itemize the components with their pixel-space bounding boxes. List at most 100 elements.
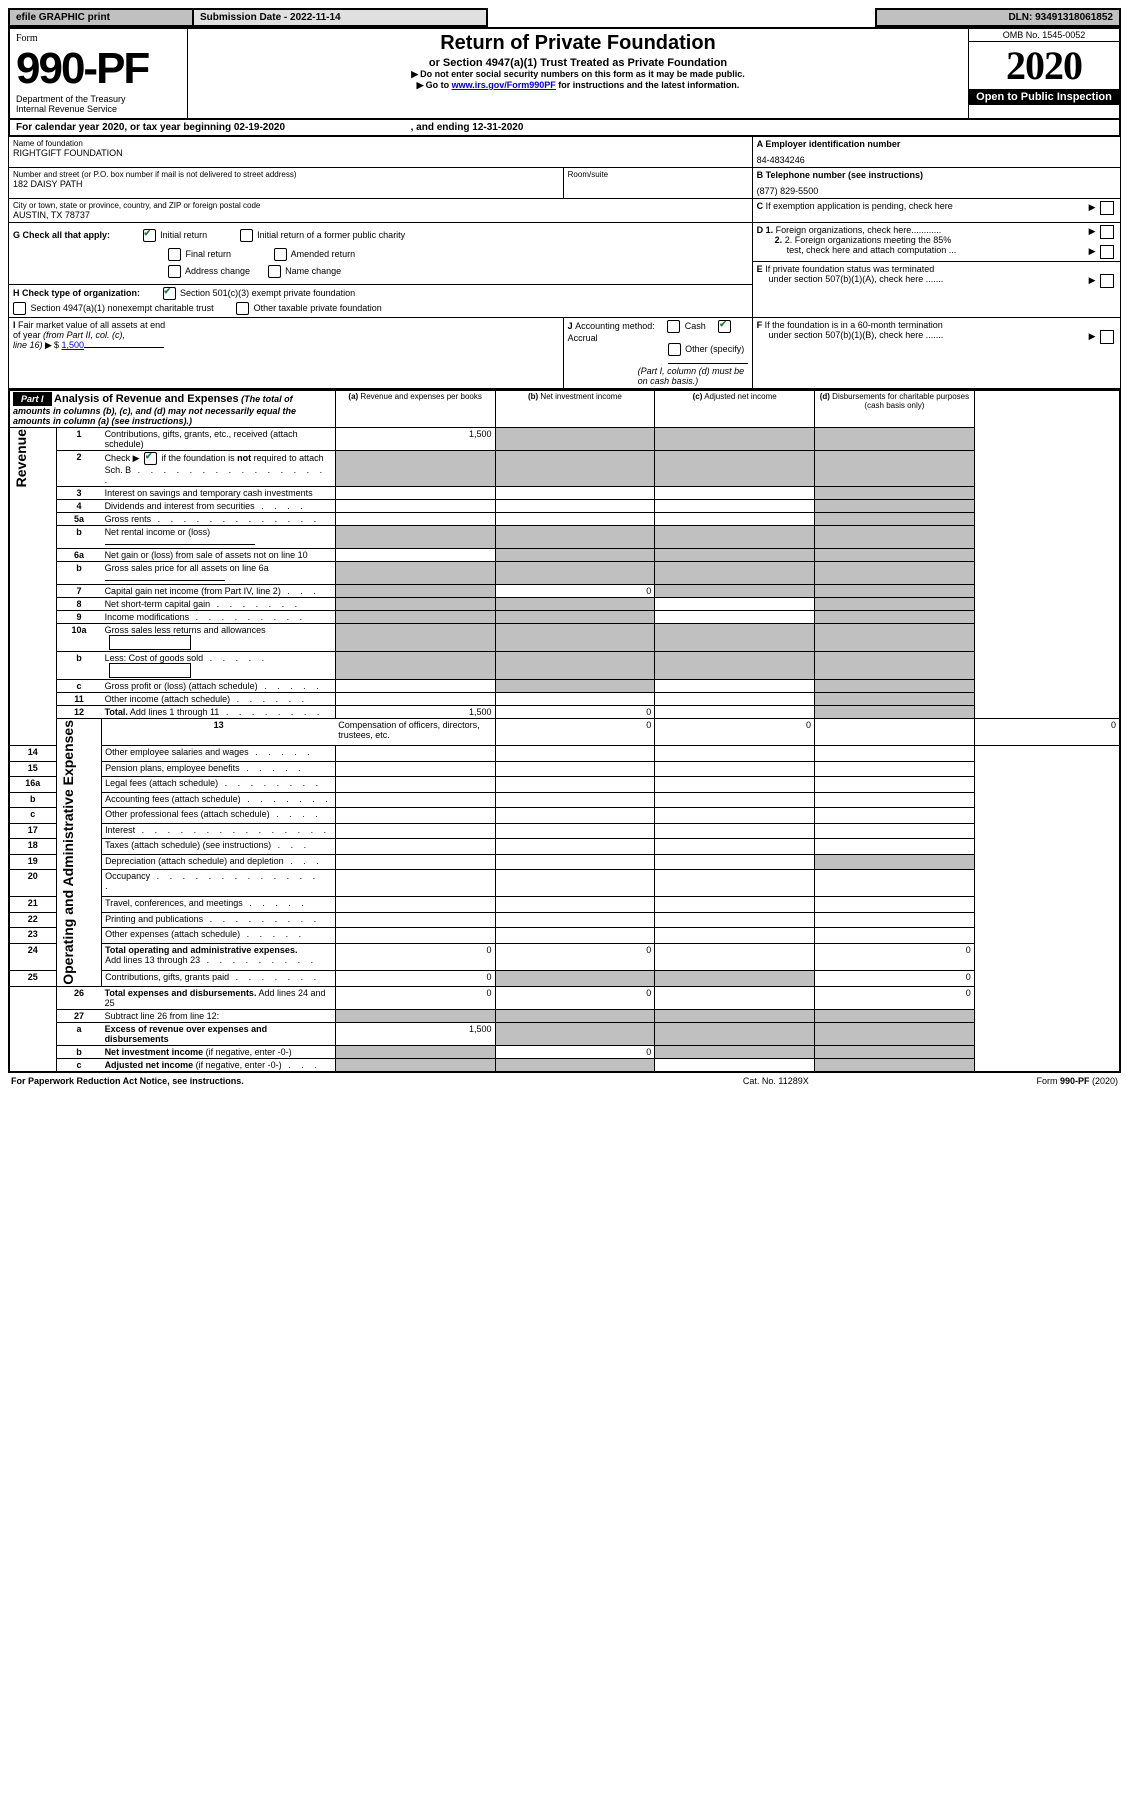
dln-label: DLN: <box>1008 12 1035 23</box>
g-name: Name change <box>285 266 341 276</box>
irs-link[interactable]: www.irs.gov/Form990PF <box>452 80 556 90</box>
row-24-a: 0 <box>335 943 495 970</box>
row-20-num: 20 <box>9 870 56 897</box>
city-label: City or town, state or province, country… <box>13 201 748 210</box>
row-25-d: 0 <box>815 971 975 987</box>
row-10b-num: b <box>56 652 102 680</box>
row-10c-num: c <box>56 680 102 693</box>
foundation-address: 182 DAISY PATH <box>13 179 559 189</box>
checkbox-d2[interactable] <box>1100 245 1114 259</box>
warn-2: Go to <box>426 80 452 90</box>
row-13-b: 0 <box>655 719 815 746</box>
calyear-pre: For calendar year 2020, or tax year begi… <box>16 122 234 133</box>
row-8-desc: Net short-term capital gain <box>105 599 211 609</box>
row-19-desc: Depreciation (attach schedule) and deple… <box>105 856 284 866</box>
g-final: Final return <box>186 249 232 259</box>
row-2-num: 2 <box>56 451 102 487</box>
checkbox-501c3[interactable] <box>163 287 176 300</box>
row-27b-b: 0 <box>495 1045 655 1058</box>
row-7-b: 0 <box>495 585 655 598</box>
row-25-desc: Contributions, gifts, grants paid <box>105 972 229 982</box>
row-7-desc: Capital gain net income (from Part IV, l… <box>105 586 281 596</box>
row-24-d: 0 <box>815 943 975 970</box>
row-27b-num: b <box>56 1045 102 1058</box>
checkbox-d1[interactable] <box>1100 225 1114 239</box>
row-12-num: 12 <box>56 706 102 719</box>
row-13-desc: Compensation of officers, directors, tru… <box>335 719 495 746</box>
row-8-num: 8 <box>56 598 102 611</box>
dln-value: 93491318061852 <box>1035 12 1113 23</box>
row-1-desc: Contributions, gifts, grants, etc., rece… <box>102 428 336 451</box>
form-title: Return of Private Foundation <box>191 32 965 55</box>
row-15-desc: Pension plans, employee benefits <box>105 763 240 773</box>
part1-label: Part I <box>13 392 52 406</box>
row-14-num: 14 <box>9 746 56 761</box>
checkbox-e[interactable] <box>1100 274 1114 288</box>
d2a: 2. Foreign organizations meeting the 85% <box>785 235 952 245</box>
calendar-year-row: For calendar year 2020, or tax year begi… <box>8 120 1121 136</box>
calyear-begin: 02-19-2020 <box>234 122 285 133</box>
j-cash: Cash <box>685 321 706 331</box>
checkbox-initial-former[interactable] <box>240 229 253 242</box>
checkbox-cash[interactable] <box>667 320 680 333</box>
form-number: 990-PF <box>16 44 181 94</box>
irs-label: Internal Revenue Service <box>16 104 181 114</box>
row-22-desc: Printing and publications <box>105 914 203 924</box>
checkbox-sch-b[interactable] <box>144 452 157 465</box>
warn-3: for instructions and the latest informat… <box>556 80 740 90</box>
checkbox-other-taxable[interactable] <box>236 302 249 315</box>
row-12-b: 0 <box>495 706 655 719</box>
omb-number: OMB No. 1545-0052 <box>969 29 1119 42</box>
checkbox-address-change[interactable] <box>168 265 181 278</box>
row-27-num: 27 <box>56 1009 102 1022</box>
row-27c-num: c <box>56 1058 102 1072</box>
g-amended: Amended return <box>291 249 356 259</box>
checkbox-name-change[interactable] <box>268 265 281 278</box>
row-24-b: 0 <box>495 943 655 970</box>
form-subtitle: or Section 4947(a)(1) Trust Treated as P… <box>191 57 965 69</box>
row-18-num: 18 <box>9 839 56 854</box>
calyear-mid: , and ending <box>411 122 473 133</box>
foundation-city: AUSTIN, TX 78737 <box>13 210 748 220</box>
warn-1: Do not enter social security numbers on … <box>420 69 745 79</box>
row-6a-num: 6a <box>56 549 102 562</box>
j-other: Other (specify) <box>685 344 744 354</box>
row-16c-desc: Other professional fees (attach schedule… <box>105 809 270 819</box>
row-22-num: 22 <box>9 912 56 927</box>
dln: DLN: 93491318061852 <box>876 9 1120 26</box>
checkbox-final[interactable] <box>168 248 181 261</box>
checkbox-c[interactable] <box>1100 201 1114 215</box>
phone-value: (877) 829-5500 <box>757 186 1116 196</box>
checkbox-4947[interactable] <box>13 302 26 315</box>
checkbox-initial-return[interactable] <box>143 229 156 242</box>
row-14-desc: Other employee salaries and wages <box>105 747 249 757</box>
row-26-a: 0 <box>335 986 495 1009</box>
row-5a-num: 5a <box>56 513 102 526</box>
row-18-desc: Taxes (attach schedule) (see instruction… <box>105 840 271 850</box>
row-13-d: 0 <box>974 719 1120 746</box>
row-16a-num: 16a <box>9 777 56 792</box>
fmv-value[interactable]: 1,500 <box>61 340 84 350</box>
row-9-num: 9 <box>56 611 102 624</box>
efile-label[interactable]: efile GRAPHIC print <box>9 9 193 26</box>
open-public-label: Open to Public Inspection <box>969 89 1119 105</box>
row-16a-desc: Legal fees (attach schedule) <box>105 778 218 788</box>
expenses-vertical-label: Operating and Administrative Expenses <box>60 720 76 985</box>
j-accrual: Accrual <box>568 333 598 343</box>
row-27a-a: 1,500 <box>335 1022 495 1045</box>
row-26-b: 0 <box>495 986 655 1009</box>
row-7-num: 7 <box>56 585 102 598</box>
tax-year: 2020 <box>969 42 1119 89</box>
row-11-desc: Other income (attach schedule) <box>105 694 231 704</box>
checkbox-other-method[interactable] <box>668 343 681 356</box>
row-16b-desc: Accounting fees (attach schedule) <box>105 794 241 804</box>
row-3-desc: Interest on savings and temporary cash i… <box>102 487 336 500</box>
checkbox-amended[interactable] <box>274 248 287 261</box>
row-11-num: 11 <box>56 693 102 706</box>
row-10a-num: 10a <box>56 624 102 652</box>
room-label: Room/suite <box>568 170 748 179</box>
row-16c-num: c <box>9 808 56 823</box>
checkbox-accrual[interactable] <box>718 320 731 333</box>
row-5b-num: b <box>56 526 102 549</box>
checkbox-f[interactable] <box>1100 330 1114 344</box>
